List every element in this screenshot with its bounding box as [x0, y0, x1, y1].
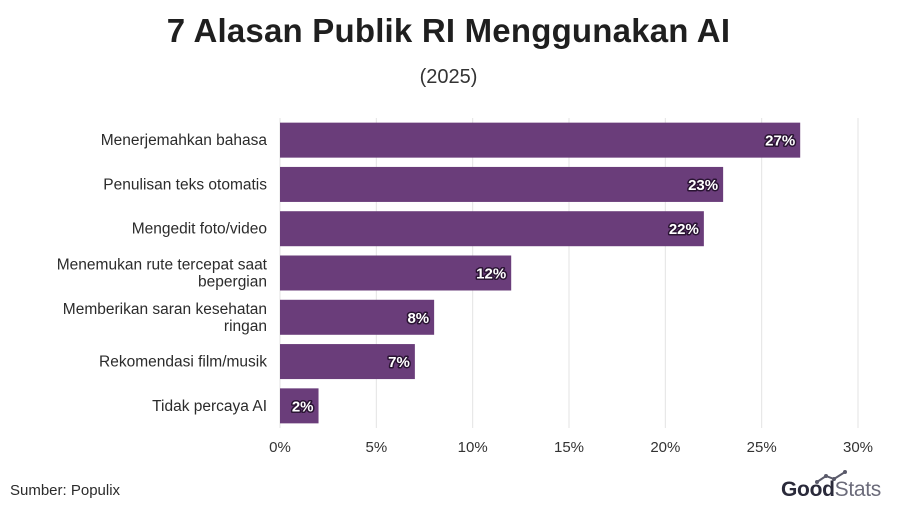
category-label: Penulisan teks otomatis: [103, 176, 267, 193]
logo-chart-icon: [815, 470, 847, 484]
bar: [280, 388, 319, 424]
x-tick-label: 5%: [365, 439, 387, 456]
bar: [280, 344, 415, 380]
data-label: 2%: [292, 398, 314, 415]
x-tick-label: 10%: [458, 439, 488, 456]
x-tick-label: 15%: [554, 439, 584, 456]
x-tick-label: 30%: [843, 439, 873, 456]
category-label: Rekomendasi film/musik: [99, 354, 267, 371]
data-label: 22%: [669, 221, 699, 238]
goodstats-logo: GoodStats: [781, 478, 881, 502]
data-label: 7%: [388, 354, 410, 371]
x-tick-label: 20%: [650, 439, 680, 456]
source-note: Sumber: Populix: [10, 482, 121, 499]
data-label: 8%: [407, 310, 429, 327]
chart-subtitle: (2025): [419, 66, 478, 88]
category-label: Mengedit foto/video: [132, 221, 267, 238]
category-label: Tidak percaya AI: [152, 398, 267, 415]
category-label: Menerjemahkan bahasa: [101, 132, 268, 149]
chart-title: 7 Alasan Publik RI Menggunakan AI: [166, 12, 731, 49]
bar: [280, 211, 704, 247]
bar: [280, 255, 512, 291]
data-label: 12%: [476, 266, 506, 283]
bar: [280, 122, 801, 158]
bar: [280, 166, 724, 202]
logo-text-stats: Stats: [834, 478, 882, 501]
x-tick-label: 25%: [747, 439, 777, 456]
data-label: 27%: [765, 133, 795, 150]
data-label: 23%: [688, 177, 718, 194]
category-label: Menemukan rute tercepat saat bepergian: [57, 257, 268, 291]
bar: [280, 299, 435, 335]
logo-text-good: Good: [781, 478, 835, 501]
x-tick-label: 0%: [269, 439, 291, 456]
category-label: Memberikan saran kesehatan ringan: [63, 301, 267, 335]
